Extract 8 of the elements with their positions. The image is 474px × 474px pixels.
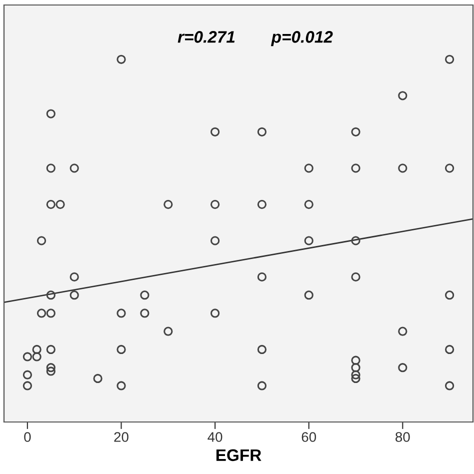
text: r=0.271	[178, 31, 235, 43]
x-tick-label: 20	[114, 432, 128, 442]
text: p=0.012	[270, 31, 333, 46]
x-axis-title: EGFR	[216, 449, 262, 462]
x-tick-label: 40	[208, 432, 222, 442]
x-tick-label: 80	[396, 432, 410, 442]
x-tick-label: 60	[302, 432, 316, 442]
x-tick-label: 0	[24, 432, 31, 442]
